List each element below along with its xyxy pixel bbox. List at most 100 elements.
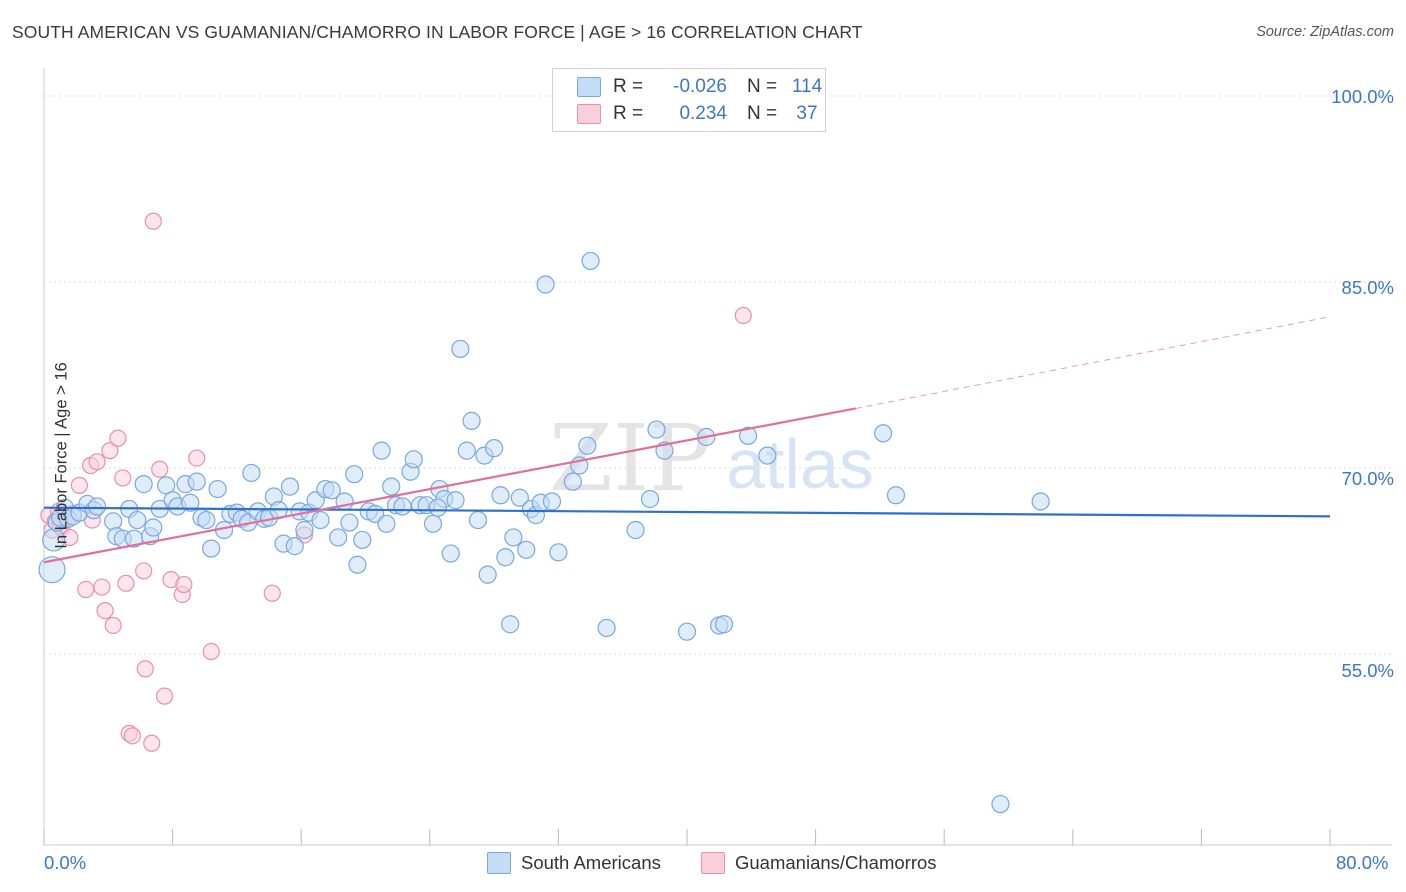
point-south-americans — [242, 463, 261, 483]
point-south-americans — [640, 489, 660, 509]
legend-r-label: R = — [613, 76, 644, 97]
point-south-americans — [468, 510, 488, 530]
bottom-legend-swatch-blue — [487, 852, 511, 874]
point-south-americans — [38, 556, 66, 584]
point-south-americans — [647, 420, 666, 439]
point-guamanians — [151, 460, 169, 478]
point-south-americans — [404, 450, 423, 469]
point-guamanians — [70, 476, 88, 494]
trend-lines — [43, 316, 1331, 564]
legend-n-label: N = — [747, 103, 778, 124]
point-south-americans — [423, 514, 443, 533]
point-guamanians — [88, 453, 106, 471]
legend-r-label: R = — [613, 103, 644, 124]
legend-n-value: 37 — [796, 103, 818, 124]
point-south-americans — [462, 411, 481, 430]
point-south-americans — [451, 339, 470, 359]
point-south-americans — [377, 514, 396, 533]
chart-source: Source: ZipAtlas.com — [1256, 24, 1394, 40]
point-south-americans — [501, 615, 520, 634]
point-guamanians — [135, 562, 153, 580]
point-south-americans — [372, 441, 391, 460]
y-tick-label-85: 85.0% — [1341, 277, 1394, 298]
trend-line-south-americans — [43, 506, 1331, 518]
point-south-americans — [285, 537, 304, 556]
legend-n-value: 114 — [791, 76, 823, 97]
trend-line-guamanians-extension — [855, 316, 1331, 409]
point-south-americans — [382, 477, 401, 496]
point-guamanians — [117, 574, 135, 592]
point-south-americans — [874, 424, 893, 443]
legend-row-guamanians: R = 0.234 N = 37 — [577, 102, 827, 126]
point-guamanians — [136, 660, 154, 678]
point-south-americans — [311, 510, 330, 530]
point-guamanians — [109, 429, 127, 447]
point-south-americans — [345, 465, 364, 484]
correlation-legend: R = -0.026 N = 114 R = 0.234 N = 37 — [552, 68, 826, 132]
axes — [43, 68, 1392, 846]
legend-swatch-blue — [577, 77, 601, 97]
point-south-americans — [485, 439, 504, 458]
point-guamanians — [123, 727, 142, 745]
point-south-americans — [428, 498, 447, 517]
legend-row-south-americans: R = -0.026 N = 114 — [577, 75, 827, 99]
point-south-americans — [181, 493, 200, 512]
point-south-americans — [491, 486, 510, 505]
point-south-americans — [329, 528, 348, 547]
point-south-americans — [104, 512, 123, 531]
point-guamanians — [144, 212, 162, 230]
point-guamanians — [101, 442, 119, 460]
point-south-americans — [446, 491, 465, 510]
point-south-americans — [197, 510, 216, 530]
point-south-americans — [626, 520, 645, 540]
point-south-americans — [322, 481, 341, 500]
point-guamanians — [175, 575, 193, 594]
point-south-americans — [87, 497, 107, 516]
watermark-zip: ZIP — [549, 405, 711, 512]
point-guamanians — [96, 601, 114, 620]
point-south-americans — [340, 513, 359, 532]
watermark: ZIP atlas — [549, 405, 874, 512]
bottom-legend-label: Guamanians/Chamorros — [735, 852, 937, 873]
point-south-americans — [295, 520, 314, 540]
point-south-americans — [504, 528, 523, 547]
bottom-legend-swatch-pink — [701, 852, 725, 874]
point-south-americans — [578, 436, 597, 455]
point-south-americans — [478, 565, 497, 584]
point-south-americans — [517, 540, 536, 559]
point-south-americans — [1031, 492, 1050, 511]
point-south-americans — [549, 543, 568, 562]
legend-n-label: N = — [747, 76, 778, 97]
point-south-americans — [144, 518, 163, 537]
legend-r-value: 0.234 — [679, 103, 727, 124]
point-south-americans — [758, 446, 777, 465]
point-south-americans — [348, 555, 367, 574]
point-guamanians — [104, 616, 122, 635]
point-south-americans — [886, 486, 906, 505]
series-south-americans-points — [38, 251, 1050, 814]
grid-lines — [44, 95, 1392, 655]
point-south-americans — [510, 488, 529, 507]
y-tick-label-55: 55.0% — [1341, 660, 1394, 681]
legend-r-value: -0.026 — [673, 76, 727, 97]
point-south-americans — [134, 475, 153, 494]
x-tick-label-80: 80.0% — [1336, 852, 1389, 873]
point-south-americans — [597, 618, 616, 638]
bottom-legend-guamanians: Guamanians/Chamorros — [701, 852, 937, 874]
bottom-legend-label: South Americans — [521, 852, 661, 873]
x-tick-label-0: 0.0% — [44, 852, 87, 873]
point-guamanians — [93, 578, 111, 596]
point-guamanians — [114, 469, 132, 487]
point-guamanians — [143, 734, 161, 752]
point-south-americans — [441, 544, 460, 563]
point-south-americans — [457, 441, 476, 460]
point-guamanians — [734, 306, 752, 325]
point-south-americans — [202, 539, 221, 558]
point-south-americans — [187, 472, 206, 491]
point-guamanians — [77, 580, 95, 599]
chart-title: SOUTH AMERICAN VS GUAMANIAN/CHAMORRO IN … — [12, 22, 863, 42]
point-south-americans — [714, 615, 734, 634]
point-south-americans — [353, 530, 372, 550]
bottom-legend-south-americans: South Americans — [487, 852, 661, 874]
